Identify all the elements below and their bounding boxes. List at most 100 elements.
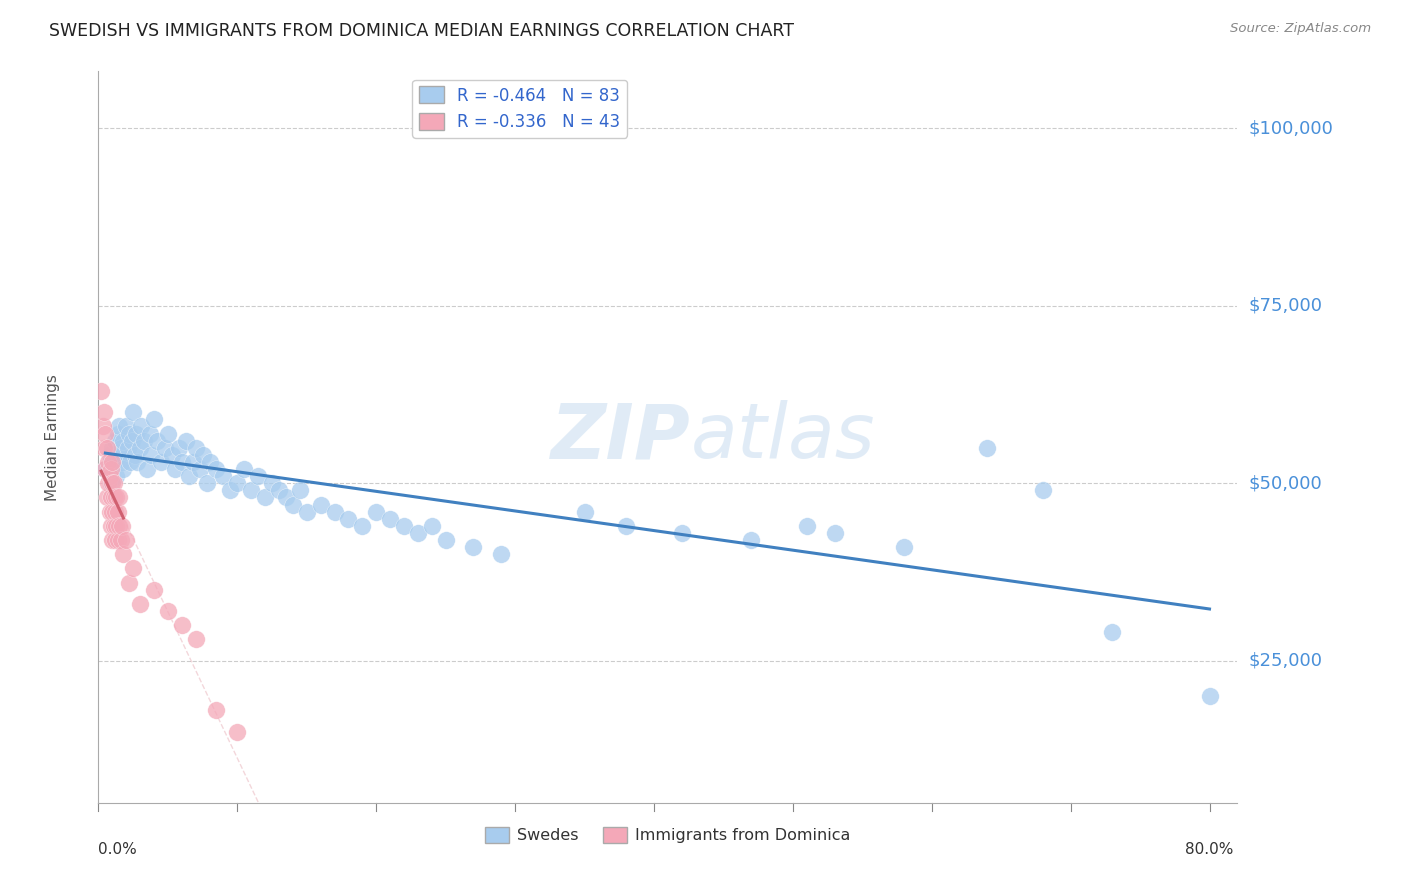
Point xyxy=(392,519,415,533)
Text: $50,000: $50,000 xyxy=(1249,475,1322,492)
Point xyxy=(614,519,637,533)
Point xyxy=(366,505,388,519)
Point xyxy=(170,455,193,469)
Point xyxy=(149,455,172,469)
Point xyxy=(111,519,134,533)
Point xyxy=(129,441,152,455)
Point xyxy=(104,434,127,448)
Point xyxy=(160,448,183,462)
Point xyxy=(108,419,131,434)
Point xyxy=(105,469,128,483)
Point xyxy=(489,547,512,561)
Point xyxy=(1101,625,1123,640)
Point xyxy=(110,533,132,547)
Point xyxy=(107,533,129,547)
Point xyxy=(191,448,214,462)
Text: SWEDISH VS IMMIGRANTS FROM DOMINICA MEDIAN EARNINGS CORRELATION CHART: SWEDISH VS IMMIGRANTS FROM DOMINICA MEDI… xyxy=(49,22,794,40)
Point xyxy=(233,462,256,476)
Point xyxy=(91,419,114,434)
Point xyxy=(108,491,131,505)
Point xyxy=(98,448,121,462)
Point xyxy=(337,512,360,526)
Point xyxy=(156,604,179,618)
Point xyxy=(101,505,124,519)
Point xyxy=(163,462,186,476)
Point xyxy=(139,426,162,441)
Point xyxy=(184,632,207,647)
Point xyxy=(254,491,277,505)
Point xyxy=(574,505,596,519)
Point xyxy=(136,462,159,476)
Point xyxy=(177,469,200,483)
Point xyxy=(145,434,167,448)
Point xyxy=(188,462,211,476)
Point xyxy=(115,533,138,547)
Point xyxy=(118,575,141,590)
Point xyxy=(96,491,118,505)
Point xyxy=(127,455,149,469)
Point xyxy=(115,419,138,434)
Point xyxy=(100,491,122,505)
Point xyxy=(103,476,125,491)
Point xyxy=(323,505,346,519)
Point xyxy=(101,441,124,455)
Point xyxy=(1032,483,1054,498)
Text: $75,000: $75,000 xyxy=(1249,297,1323,315)
Point xyxy=(893,540,915,554)
Point xyxy=(170,618,193,632)
Point xyxy=(100,519,122,533)
Point xyxy=(378,512,401,526)
Point xyxy=(671,525,693,540)
Point xyxy=(94,462,117,476)
Text: Source: ZipAtlas.com: Source: ZipAtlas.com xyxy=(1230,22,1371,36)
Point xyxy=(274,491,297,505)
Point xyxy=(134,434,156,448)
Point xyxy=(226,724,249,739)
Point xyxy=(796,519,818,533)
Point xyxy=(104,505,127,519)
Point xyxy=(93,405,115,419)
Point xyxy=(108,519,131,533)
Point xyxy=(105,491,128,505)
Point xyxy=(434,533,457,547)
Point xyxy=(143,582,166,597)
Point xyxy=(122,405,145,419)
Text: 0.0%: 0.0% xyxy=(98,842,138,856)
Point xyxy=(463,540,485,554)
Point xyxy=(121,434,143,448)
Point xyxy=(97,476,120,491)
Point xyxy=(112,462,135,476)
Point xyxy=(309,498,332,512)
Text: atlas: atlas xyxy=(690,401,875,474)
Point xyxy=(94,462,117,476)
Point xyxy=(143,412,166,426)
Point xyxy=(112,547,135,561)
Point xyxy=(195,476,218,491)
Point xyxy=(181,455,204,469)
Point xyxy=(260,476,283,491)
Point xyxy=(103,491,125,505)
Point xyxy=(131,419,153,434)
Point xyxy=(101,533,124,547)
Point xyxy=(93,441,115,455)
Point xyxy=(295,505,318,519)
Point xyxy=(281,498,304,512)
Point xyxy=(103,519,125,533)
Text: $25,000: $25,000 xyxy=(1249,652,1323,670)
Text: ZIP: ZIP xyxy=(551,401,690,474)
Point xyxy=(205,704,228,718)
Point xyxy=(100,462,122,476)
Point xyxy=(1198,690,1220,704)
Point xyxy=(112,434,135,448)
Point xyxy=(111,455,134,469)
Point xyxy=(124,448,146,462)
Point xyxy=(141,448,163,462)
Point xyxy=(98,505,121,519)
Text: Median Earnings: Median Earnings xyxy=(45,374,60,500)
Point xyxy=(96,441,118,455)
Point xyxy=(247,469,270,483)
Point xyxy=(156,426,179,441)
Point xyxy=(94,426,117,441)
Point xyxy=(288,483,311,498)
Point xyxy=(107,505,129,519)
